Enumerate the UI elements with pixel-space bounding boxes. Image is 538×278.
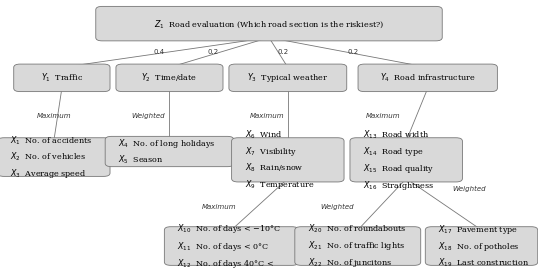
Text: $X_{10}$  No. of days < −10°C
$X_{11}$  No. of days < 0°C
$X_{12}$  No. of days : $X_{10}$ No. of days < −10°C $X_{11}$ No… xyxy=(178,222,281,270)
Text: Maximum: Maximum xyxy=(250,113,285,119)
Text: Maximum: Maximum xyxy=(366,113,400,119)
FancyBboxPatch shape xyxy=(116,64,223,92)
Text: $Z_1$  Road evaluation (Which road section is the riskiest?): $Z_1$ Road evaluation (Which road sectio… xyxy=(154,18,384,30)
Text: $X_{17}$  Pavement type
$X_{18}$  No. of potholes
$X_{19}$  Last construction: $X_{17}$ Pavement type $X_{18}$ No. of p… xyxy=(438,223,529,269)
FancyBboxPatch shape xyxy=(105,136,233,167)
FancyBboxPatch shape xyxy=(231,138,344,182)
Text: 0.4: 0.4 xyxy=(153,49,165,56)
Text: Maximum: Maximum xyxy=(37,113,71,119)
Text: $Y_4$  Road infrastructure: $Y_4$ Road infrastructure xyxy=(380,72,476,84)
Text: Weighted: Weighted xyxy=(132,113,166,119)
Text: Weighted: Weighted xyxy=(452,186,485,192)
Text: 0.2: 0.2 xyxy=(277,49,288,56)
FancyBboxPatch shape xyxy=(295,227,421,265)
FancyBboxPatch shape xyxy=(229,64,346,92)
FancyBboxPatch shape xyxy=(14,64,110,92)
Text: $Y_3$  Typical weather: $Y_3$ Typical weather xyxy=(247,71,328,84)
Text: $Y_2$  Time/date: $Y_2$ Time/date xyxy=(141,72,197,84)
Text: $X_{20}$  No. of roundabouts
$X_{21}$  No. of traffic lights
$X_{22}$  No. of ju: $X_{20}$ No. of roundabouts $X_{21}$ No.… xyxy=(308,223,406,269)
FancyBboxPatch shape xyxy=(425,227,538,265)
Text: $X_6$  Wind
$X_7$  Visibility
$X_8$  Rain/snow
$X_9$  Temperature: $X_6$ Wind $X_7$ Visibility $X_8$ Rain/s… xyxy=(244,128,314,192)
Text: 0.2: 0.2 xyxy=(207,49,218,56)
Text: Maximum: Maximum xyxy=(202,203,236,210)
Text: $X_4$  No. of long holidays
$X_5$  Season: $X_4$ No. of long holidays $X_5$ Season xyxy=(118,137,216,166)
FancyBboxPatch shape xyxy=(165,227,298,265)
Text: $X_{13}$  Road width
$X_{14}$  Road type
$X_{15}$  Road quality
$X_{16}$  Straig: $X_{13}$ Road width $X_{14}$ Road type $… xyxy=(363,128,434,192)
FancyBboxPatch shape xyxy=(350,138,462,182)
Text: $Y_1$  Traffic: $Y_1$ Traffic xyxy=(41,72,83,84)
Text: $X_1$  No. of accidents
$X_2$  No. of vehicles
$X_3$  Average speed: $X_1$ No. of accidents $X_2$ No. of vehi… xyxy=(11,134,93,180)
Text: 0.2: 0.2 xyxy=(347,49,358,56)
FancyBboxPatch shape xyxy=(96,6,442,41)
FancyBboxPatch shape xyxy=(0,138,110,177)
Text: Weighted: Weighted xyxy=(320,203,354,210)
FancyBboxPatch shape xyxy=(358,64,497,92)
